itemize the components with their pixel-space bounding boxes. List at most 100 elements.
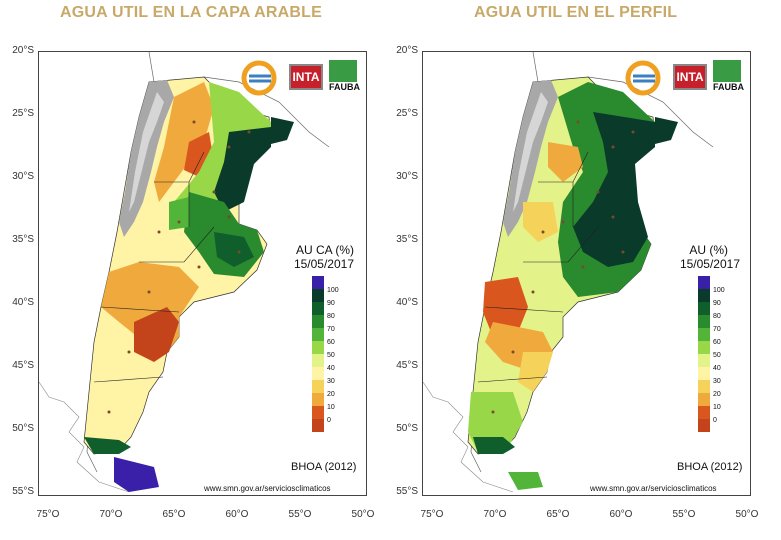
right-source-url: www.smn.gov.ar/serviciosclimaticos <box>590 484 717 493</box>
legend-value-label: 80 <box>327 313 335 320</box>
legend-value-label: 100 <box>327 287 339 294</box>
legend-value-label: 60 <box>327 339 335 346</box>
fauba-emblem-icon <box>713 60 741 82</box>
y-tick-label: 45°S <box>12 360 34 371</box>
y-tick-label: 40°S <box>396 297 418 308</box>
legend-color-swatch <box>698 341 710 354</box>
legend-value-label: 70 <box>713 326 721 333</box>
left-map-svg <box>39 52 330 493</box>
legend-color-swatch <box>698 328 710 341</box>
legend-color-swatch <box>698 276 710 289</box>
legend-value-label: 50 <box>327 352 335 359</box>
inta-logo: INTA <box>673 64 707 90</box>
legend-value-label: 40 <box>327 365 335 372</box>
y-tick-label: 45°S <box>396 360 418 371</box>
y-tick-label: 50°S <box>12 423 34 434</box>
legend-color-swatch <box>312 380 324 393</box>
legend-value-label: 10 <box>327 404 335 411</box>
left-scale-labels: 100 90 80 70 60 50 40 30 20 10 0 <box>327 284 339 427</box>
x-tick-label: 55°O <box>288 509 312 520</box>
legend-color-swatch <box>312 354 324 367</box>
y-tick-label: 30°S <box>396 171 418 182</box>
legend-color-swatch <box>312 315 324 328</box>
legend-value-label: 20 <box>713 391 721 398</box>
inta-logo: INTA <box>289 64 323 90</box>
legend-value-label: 70 <box>327 326 335 333</box>
legend-color-swatch <box>312 393 324 406</box>
y-tick-label: 25°S <box>12 108 34 119</box>
y-tick-label: 50°S <box>396 423 418 434</box>
x-tick-label: 50°O <box>351 509 375 520</box>
legend-color-swatch <box>698 289 710 302</box>
right-model-label: BHOA (2012) <box>677 461 743 473</box>
right-legend-title: AU (%) <box>689 243 728 257</box>
y-tick-label: 55°S <box>12 486 34 497</box>
right-map-svg <box>423 52 714 493</box>
legend-value-label: 60 <box>713 339 721 346</box>
legend-value-label: 100 <box>713 287 725 294</box>
legend-color-swatch <box>698 315 710 328</box>
legend-value-label: 30 <box>327 378 335 385</box>
y-tick-label: 40°S <box>12 297 34 308</box>
right-logos: INTA FAUBA <box>625 58 745 98</box>
legend-color-swatch <box>312 341 324 354</box>
legend-color-swatch <box>698 393 710 406</box>
right-map-panel: INTA FAUBA AU (%) 15/05/2017 100 90 80 70 60… <box>422 51 751 496</box>
right-legend-date: 15/05/2017 <box>679 257 740 271</box>
legend-color-swatch <box>698 302 710 315</box>
legend-color-swatch <box>312 419 324 432</box>
fauba-label: FAUBA <box>713 82 744 92</box>
y-tick-label: 35°S <box>12 234 34 245</box>
legend-value-label: 0 <box>713 417 717 424</box>
x-tick-label: 55°O <box>672 509 696 520</box>
legend-value-label: 90 <box>327 300 335 307</box>
logo-sun-icon <box>241 60 277 96</box>
fauba-logo: FAUBA <box>329 60 361 92</box>
legend-value-label: 90 <box>713 300 721 307</box>
legend-color-swatch <box>698 380 710 393</box>
left-source-url: www.smn.gov.ar/serviciosclimaticos <box>204 484 331 493</box>
x-tick-label: 75°O <box>36 509 60 520</box>
legend-color-swatch <box>312 406 324 419</box>
legend-value-label: 80 <box>713 313 721 320</box>
x-tick-label: 75°O <box>420 509 444 520</box>
y-tick-label: 20°S <box>12 45 34 56</box>
x-tick-label: 65°O <box>162 509 186 520</box>
y-tick-label: 35°S <box>396 234 418 245</box>
legend-value-label: 30 <box>713 378 721 385</box>
fauba-label: FAUBA <box>329 82 360 92</box>
x-tick-label: 70°O <box>99 509 123 520</box>
legend-color-swatch <box>312 367 324 380</box>
left-model-label: BHOA (2012) <box>291 461 357 473</box>
fauba-logo: FAUBA <box>713 60 745 92</box>
fauba-emblem-icon <box>329 60 357 82</box>
y-tick-label: 30°S <box>12 171 34 182</box>
legend-color-swatch <box>312 289 324 302</box>
left-color-scale <box>312 276 324 432</box>
legend-color-swatch <box>698 367 710 380</box>
left-map-panel: INTA FAUBA AU CA (%) 15/05/2017 100 90 80 7… <box>38 51 367 496</box>
legend-color-swatch <box>698 419 710 432</box>
left-map-title: AGUA UTIL EN LA CAPA ARABLE <box>60 4 322 21</box>
logo-sun-icon <box>625 60 661 96</box>
right-scale-labels: 100 90 80 70 60 50 40 30 20 10 0 <box>713 284 725 427</box>
legend-color-swatch <box>312 302 324 315</box>
legend-value-label: 40 <box>713 365 721 372</box>
legend-value-label: 10 <box>713 404 721 411</box>
x-tick-label: 50°O <box>735 509 759 520</box>
y-tick-label: 20°S <box>396 45 418 56</box>
x-tick-label: 70°O <box>483 509 507 520</box>
right-color-scale <box>698 276 710 432</box>
y-tick-label: 55°S <box>396 486 418 497</box>
legend-color-swatch <box>698 354 710 367</box>
x-tick-label: 60°O <box>609 509 633 520</box>
legend-value-label: 0 <box>327 417 331 424</box>
x-tick-label: 65°O <box>546 509 570 520</box>
legend-value-label: 20 <box>327 391 335 398</box>
legend-value-label: 50 <box>713 352 721 359</box>
legend-color-swatch <box>312 276 324 289</box>
left-legend-date: 15/05/2017 <box>293 257 354 271</box>
legend-color-swatch <box>312 328 324 341</box>
left-legend-title: AU CA (%) <box>295 243 354 257</box>
legend-color-swatch <box>698 406 710 419</box>
